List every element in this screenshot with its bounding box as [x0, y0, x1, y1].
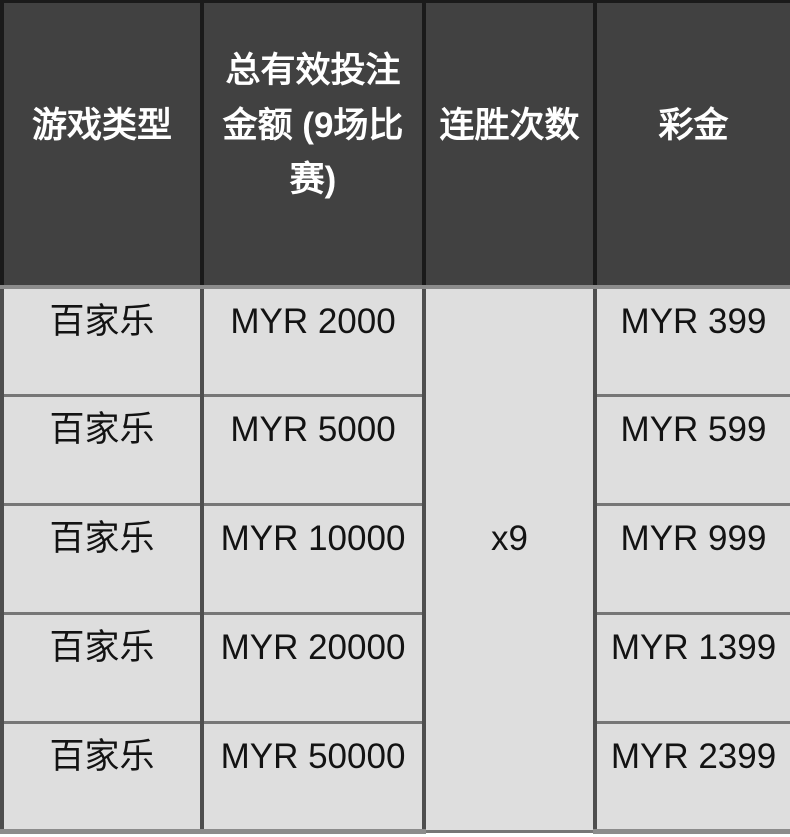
- table-row: 百家乐 MYR 50000 MYR 2399: [0, 721, 790, 834]
- header-payout: 彩金: [593, 0, 790, 289]
- cell-total-bet-2: MYR 5000: [200, 394, 426, 506]
- cell-game-type-3: 百家乐: [0, 503, 204, 615]
- table-row: 百家乐 MYR 20000 MYR 1399: [0, 612, 790, 724]
- header-total-bet: 总有效投注金额 (9场比赛): [200, 0, 426, 289]
- cell-total-bet-1: MYR 2000: [200, 285, 426, 397]
- cell-win-streak: x9: [422, 285, 597, 833]
- table-row: 百家乐 MYR 5000 MYR 599: [0, 394, 790, 506]
- cell-total-bet-5: MYR 50000: [200, 721, 426, 834]
- header-row: 游戏类型 总有效投注金额 (9场比赛) 连胜次数 彩金: [0, 0, 790, 289]
- cell-game-type-2: 百家乐: [0, 394, 204, 506]
- cell-game-type-4: 百家乐: [0, 612, 204, 724]
- header-win-streak: 连胜次数: [422, 0, 597, 289]
- cell-payout-2: MYR 599: [593, 394, 790, 506]
- cell-payout-3: MYR 999: [593, 503, 790, 615]
- cell-total-bet-4: MYR 20000: [200, 612, 426, 724]
- cell-game-type-5: 百家乐: [0, 721, 204, 834]
- cell-total-bet-3: MYR 10000: [200, 503, 426, 615]
- cell-payout-1: MYR 399: [593, 285, 790, 397]
- cell-game-type-1: 百家乐: [0, 285, 204, 397]
- header-game-type: 游戏类型: [0, 0, 204, 289]
- table-row: 百家乐 MYR 10000 MYR 999: [0, 503, 790, 615]
- cell-payout-5: MYR 2399: [593, 721, 790, 834]
- cell-payout-4: MYR 1399: [593, 612, 790, 724]
- table-row: 百家乐 MYR 2000 x9 MYR 399: [0, 285, 790, 833]
